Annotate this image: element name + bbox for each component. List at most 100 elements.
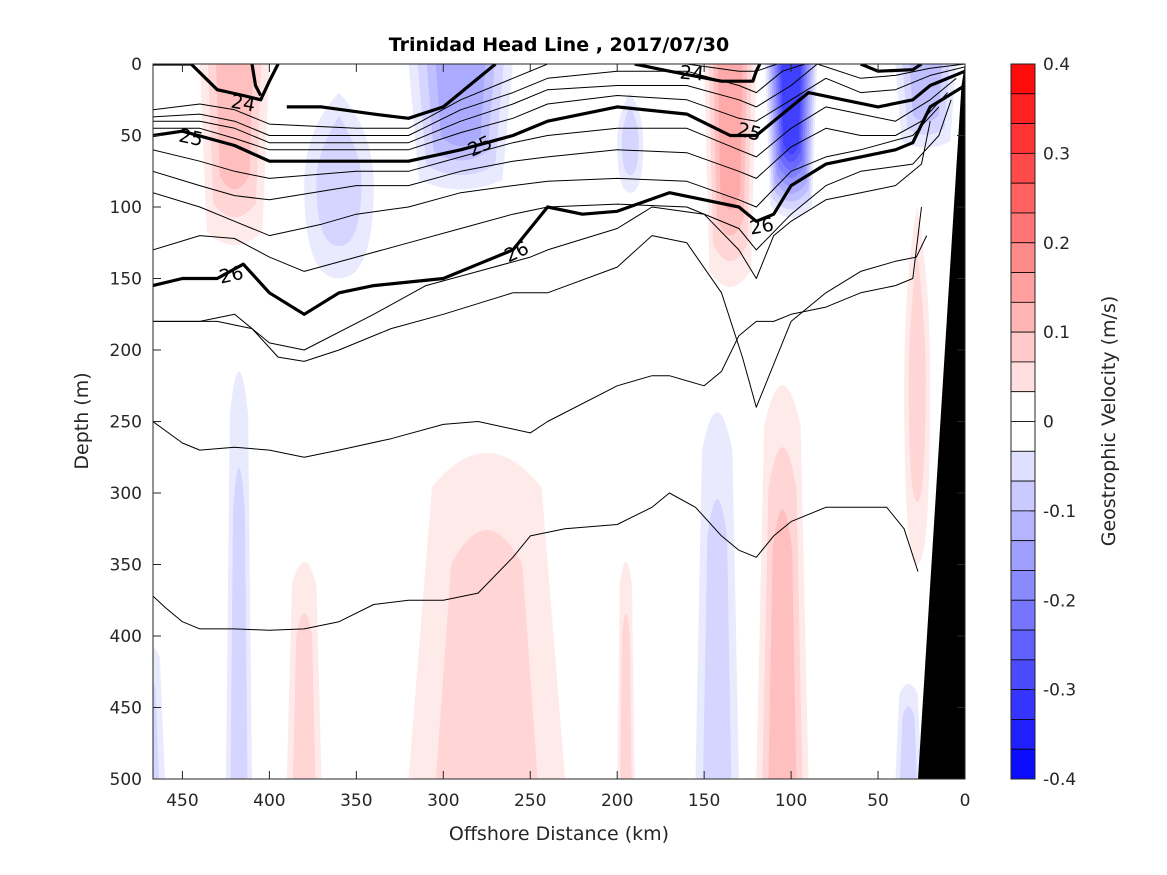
y-tick-label: 400 — [110, 627, 142, 647]
density-contour-line — [860, 64, 923, 73]
x-tick-label: 450 — [166, 791, 198, 811]
y-tick-label: 0 — [131, 55, 142, 75]
x-tick-label: 200 — [601, 791, 633, 811]
density-contour-line — [153, 99, 952, 272]
bathymetry — [918, 64, 965, 779]
x-tick-label: 150 — [688, 791, 720, 811]
density-contour-line — [153, 69, 965, 163]
velocity-patch — [703, 499, 732, 779]
colorbar-tick-label: -0.2 — [1043, 591, 1076, 611]
density-contour-line — [153, 64, 806, 136]
colorbar-segment — [1010, 421, 1036, 452]
velocity-patch — [292, 613, 316, 779]
colorbar-segment — [1010, 391, 1036, 422]
colorbar-segment — [1010, 301, 1036, 333]
colorbar-tick-label: 0.4 — [1043, 55, 1070, 75]
x-tick-label: 250 — [514, 791, 546, 811]
velocity-patch — [621, 105, 639, 176]
colorbar-tick-label: 0.3 — [1043, 144, 1070, 164]
y-tick-labels: 0 50 100 150 200 250 300 350 400 450 500 — [110, 55, 142, 790]
colorbar-segment — [1010, 599, 1036, 631]
y-tick-label: 200 — [110, 341, 142, 361]
x-tick-labels: 450 400 350 300 250 200 150 100 50 0 — [166, 791, 970, 811]
x-tick-label: 400 — [253, 791, 285, 811]
colorbar-segment — [1010, 93, 1036, 124]
colorbar-tick-label: -0.3 — [1043, 681, 1076, 701]
density-contour-line — [153, 492, 919, 631]
y-tick-label: 350 — [110, 556, 142, 576]
colorbar-segment — [1010, 570, 1036, 601]
colorbar-segment — [1010, 689, 1036, 720]
density-contour-line — [153, 92, 948, 201]
plot-frame — [152, 63, 966, 780]
colorbar-segment — [1010, 540, 1036, 571]
chart-title: Trinidad Head Line , 2017/07/30 — [389, 34, 729, 56]
colorbar-segment — [1010, 629, 1036, 661]
y-tick-label: 150 — [110, 270, 142, 290]
y-tick-label: 250 — [110, 413, 142, 433]
density-contour-line — [286, 64, 497, 120]
colorbar-tick-label: 0.1 — [1043, 323, 1070, 343]
colorbar-segment — [1010, 272, 1036, 303]
colorbar-segment — [1010, 331, 1036, 363]
density-contour-line — [153, 121, 931, 351]
colorbar — [1010, 63, 1036, 780]
x-tick-label: 0 — [960, 791, 971, 811]
density-contour-line — [153, 66, 965, 151]
colorbar-segment — [1010, 361, 1036, 393]
velocity-patch — [435, 64, 486, 147]
density-contours — [153, 64, 965, 631]
bathymetry-shape — [918, 64, 965, 779]
colorbar-tick-label: -0.4 — [1043, 770, 1076, 790]
x-tick-label: 300 — [427, 791, 459, 811]
colorbar-segment — [1010, 480, 1036, 512]
y-tick-label: 100 — [110, 198, 142, 218]
velocity-patch — [900, 706, 917, 779]
colorbar-segment — [1010, 659, 1036, 691]
plot-background — [153, 64, 965, 779]
velocity-patch — [153, 682, 159, 779]
density-contour-line — [153, 64, 280, 102]
colorbar-tick-label: -0.1 — [1043, 502, 1076, 522]
density-contour-line — [250, 64, 263, 97]
colorbar-segment — [1010, 152, 1036, 184]
contour-label: 24 — [679, 62, 705, 86]
colorbar-label: Geostrophic Velocity (m/s) — [1098, 296, 1120, 546]
velocity-patch — [781, 64, 801, 155]
colorbar-segment — [1010, 719, 1036, 750]
velocity-patch — [620, 613, 632, 779]
velocity-patch — [230, 467, 248, 779]
colorbar-tick-label: 0.2 — [1043, 234, 1070, 254]
x-tick-label: 100 — [775, 791, 807, 811]
x-tick-label: 350 — [340, 791, 372, 811]
velocity-patch — [435, 530, 538, 779]
velocity-field — [153, 64, 957, 779]
x-tick-label: 50 — [867, 791, 889, 811]
colorbar-segment — [1010, 450, 1036, 482]
colorbar-segment — [1010, 748, 1036, 780]
velocity-patch — [768, 509, 797, 779]
y-tick-label: 300 — [110, 484, 142, 504]
colorbar-segment — [1010, 510, 1036, 542]
contour-label: 24 — [229, 91, 257, 117]
colorbar-segment — [1010, 63, 1036, 95]
y-tick-label: 450 — [110, 699, 142, 719]
velocity-patch — [908, 251, 926, 502]
y-tick-label: 50 — [120, 127, 142, 147]
colorbar-tick-label: 0 — [1043, 413, 1054, 433]
contour-label: 26 — [217, 262, 245, 289]
density-contour-line — [153, 77, 957, 179]
x-axis-label: Offshore Distance (km) — [449, 823, 669, 845]
colorbar-segment — [1010, 123, 1036, 154]
velocity-patch — [316, 115, 362, 246]
colorbar-tick-labels: 0.4 0.3 0.2 0.1 0 -0.1 -0.2 -0.3 -0.4 — [1043, 55, 1076, 790]
y-tick-label: 500 — [110, 770, 142, 790]
density-contour-line — [634, 64, 762, 83]
colorbar-segment — [1010, 182, 1036, 214]
density-contour-line — [153, 106, 940, 237]
density-contour-line — [153, 206, 922, 458]
contour-label: 26 — [748, 214, 776, 240]
density-contour-line — [153, 64, 792, 129]
